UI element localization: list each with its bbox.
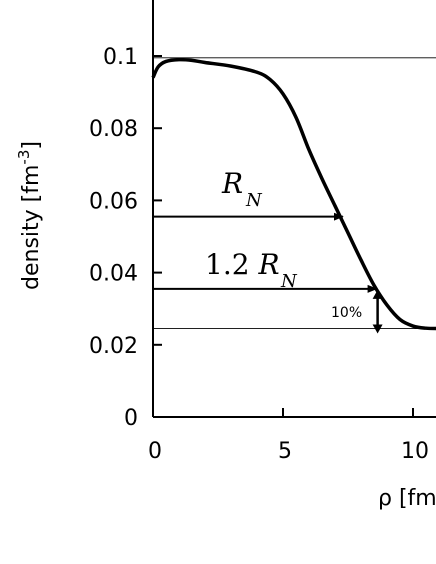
y-tick-label: 0.08	[89, 117, 138, 142]
x-tick-label: 10	[401, 439, 429, 464]
reference-lines	[153, 57, 436, 329]
x-tick-label: 5	[278, 439, 292, 464]
y-tick-label: 0.1	[103, 45, 138, 70]
pct-arrowhead-up	[372, 289, 383, 299]
rn12-label: 1.2 R	[205, 248, 280, 281]
pct-arrowhead-down	[372, 324, 383, 334]
rn12-subscript: N	[280, 271, 298, 292]
x-axis-title: ρ [fm]	[378, 486, 436, 511]
rn-subscript: N	[245, 190, 263, 211]
y-tick-label: 0	[124, 406, 138, 431]
y-axis-title: density [fm-3]	[15, 141, 44, 290]
x-tick-label: 0	[148, 439, 162, 464]
density-curve-group	[151, 57, 436, 331]
density-series-line	[151, 57, 436, 331]
y-tick-label: 0.04	[89, 262, 138, 287]
y-tick-label: 0.06	[89, 189, 138, 214]
rn-label: R	[221, 167, 243, 200]
y-tick-label: 0.02	[89, 334, 138, 359]
axes-group: 0 0.02 0.04 0.06 0.08 0.1 0 5 10 ρ [fm] density [f…	[15, 0, 436, 511]
pct-label: 10%	[331, 305, 362, 321]
